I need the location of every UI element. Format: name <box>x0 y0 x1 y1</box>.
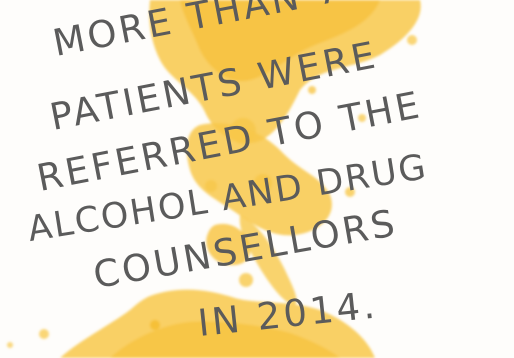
splash-top-inner <box>180 0 380 81</box>
splash-bottom-inner <box>110 321 340 358</box>
dot-1 <box>230 118 256 144</box>
dot-11 <box>308 86 316 94</box>
dot-5 <box>345 187 355 197</box>
dot-10 <box>150 320 160 330</box>
dot-9 <box>7 342 13 348</box>
splash-middle-blob <box>206 223 251 266</box>
dot-8 <box>39 329 49 339</box>
dot-4 <box>239 273 253 287</box>
dot-3 <box>205 180 217 192</box>
dot-2 <box>254 174 272 192</box>
dot-7 <box>407 35 417 45</box>
dot-6 <box>358 114 366 122</box>
splash-middle-streak <box>239 215 297 305</box>
